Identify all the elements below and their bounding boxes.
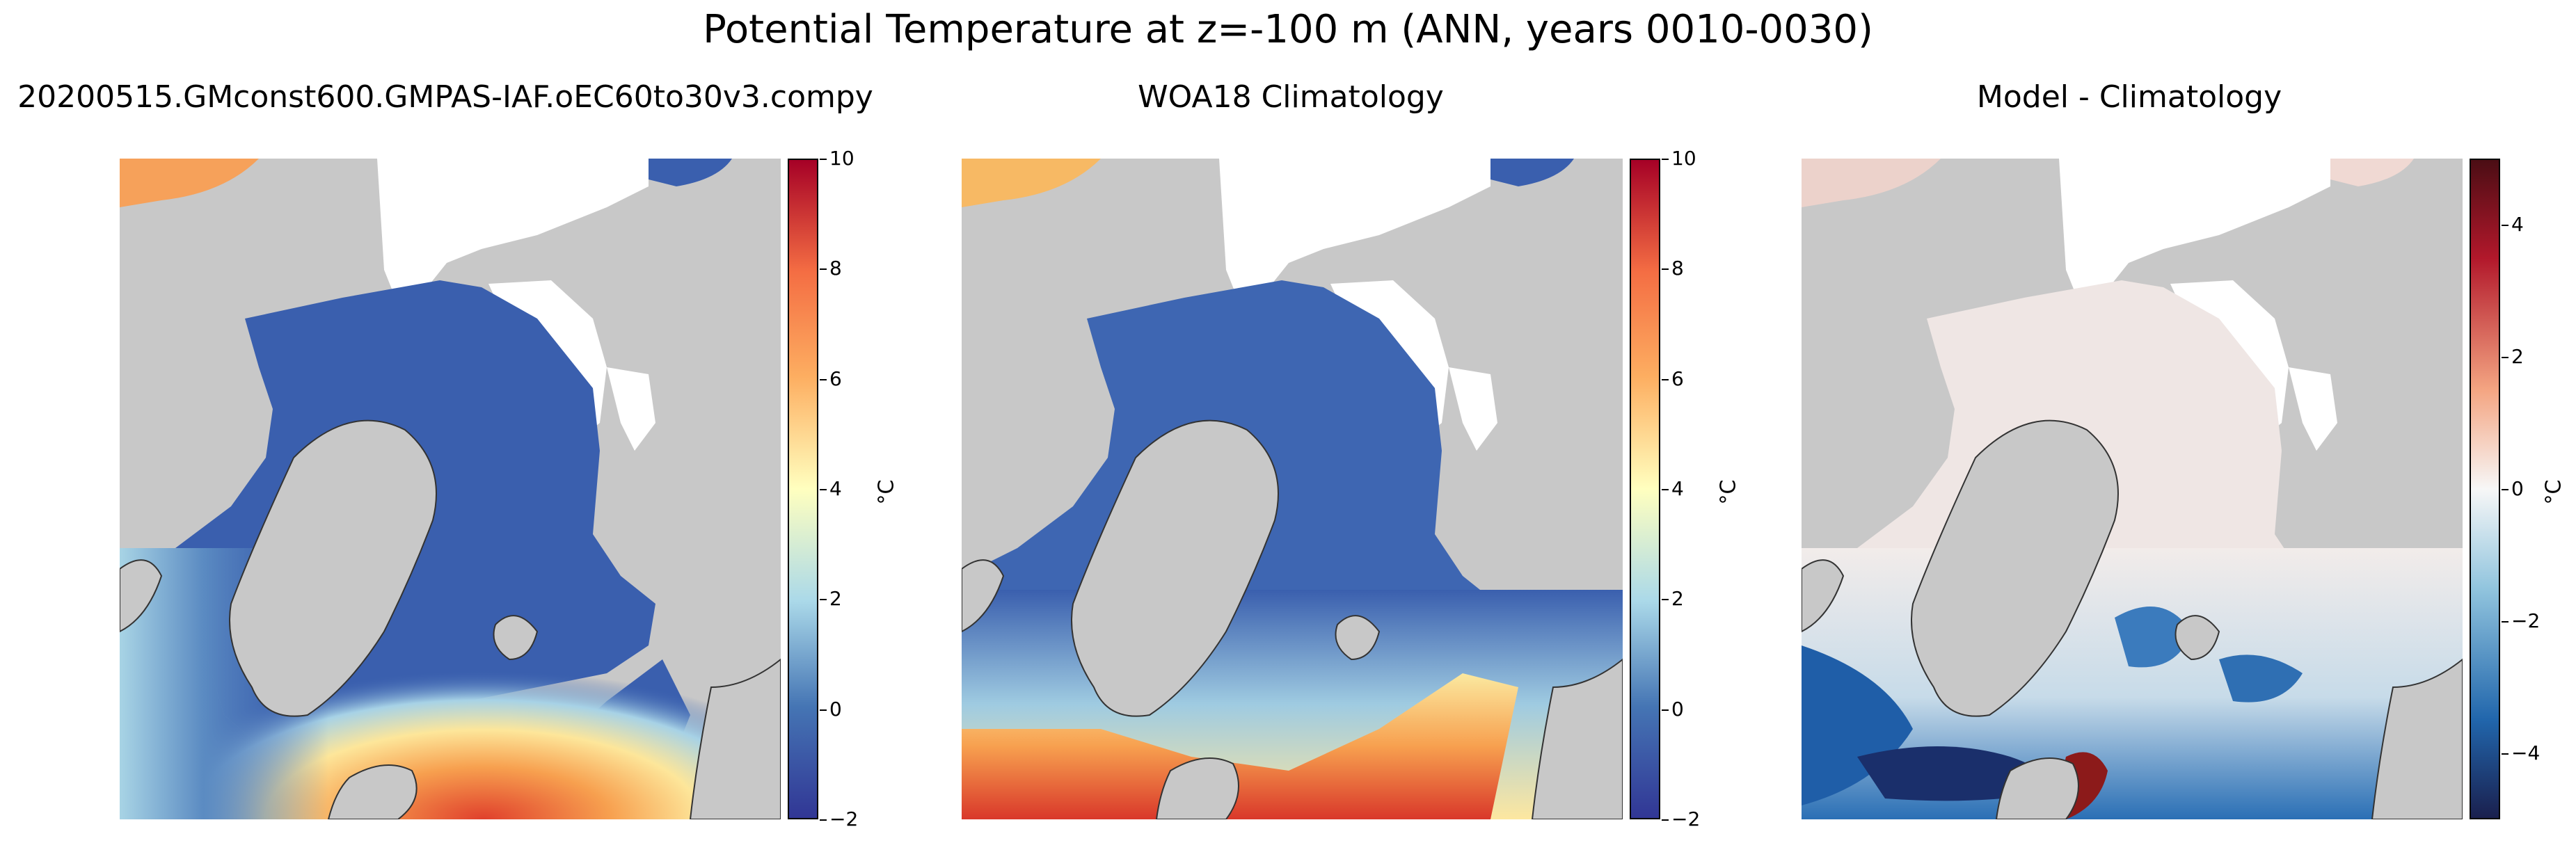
tick-label: 10	[820, 147, 854, 170]
panel-1-colorbar	[788, 159, 818, 819]
tick-label: 2	[1662, 587, 1684, 610]
panel-3-colorbar-ticks: 4 2 0 −2 −4	[2501, 159, 2560, 819]
tick-label: 0	[1662, 698, 1684, 721]
tick-label: 2	[820, 587, 842, 610]
tick-label: 6	[820, 367, 842, 390]
panel-1-map	[120, 159, 781, 819]
panel-2-title: WOA18 Climatology	[1138, 79, 1444, 115]
panel-2-map	[962, 159, 1623, 819]
tick-label: 10	[1662, 147, 1696, 170]
tick-label: −2	[2501, 609, 2541, 632]
tick-label: 4	[2502, 213, 2524, 236]
tick-label: 2	[2502, 345, 2524, 368]
panel-3-map	[1802, 159, 2463, 819]
tick-label: 0	[2502, 477, 2524, 500]
tick-label: −2	[1661, 808, 1701, 830]
tick-label: 8	[1662, 257, 1684, 280]
tick-label: 8	[820, 257, 842, 280]
figure-title: Potential Temperature at z=-100 m (ANN, …	[703, 7, 1873, 52]
tick-label: 0	[820, 698, 842, 721]
tick-label: −2	[819, 808, 859, 830]
panel-2-colorbar	[1630, 159, 1660, 819]
panel-2-colorbar-ticks: 10 8 6 4 2 0 −2	[1661, 147, 1734, 830]
tick-label: −4	[2501, 741, 2541, 764]
panel-3-title: Model - Climatology	[1976, 79, 2282, 115]
tick-label: 4	[1662, 477, 1684, 500]
panel-1-colorbar-ticks: 10 8 6 4 2 0 −2	[819, 147, 892, 830]
tick-label: 6	[1662, 367, 1684, 390]
tick-label: 4	[820, 477, 842, 500]
panel-3-colorbar-unit: °C	[2541, 479, 2566, 505]
panel-1-title: 20200515.GMconst600.GMPAS-IAF.oEC60to30v…	[17, 79, 873, 115]
panel-3-colorbar	[2470, 159, 2500, 819]
panel-2-colorbar-unit: °C	[1716, 479, 1741, 505]
panel-1-colorbar-unit: °C	[874, 479, 899, 505]
